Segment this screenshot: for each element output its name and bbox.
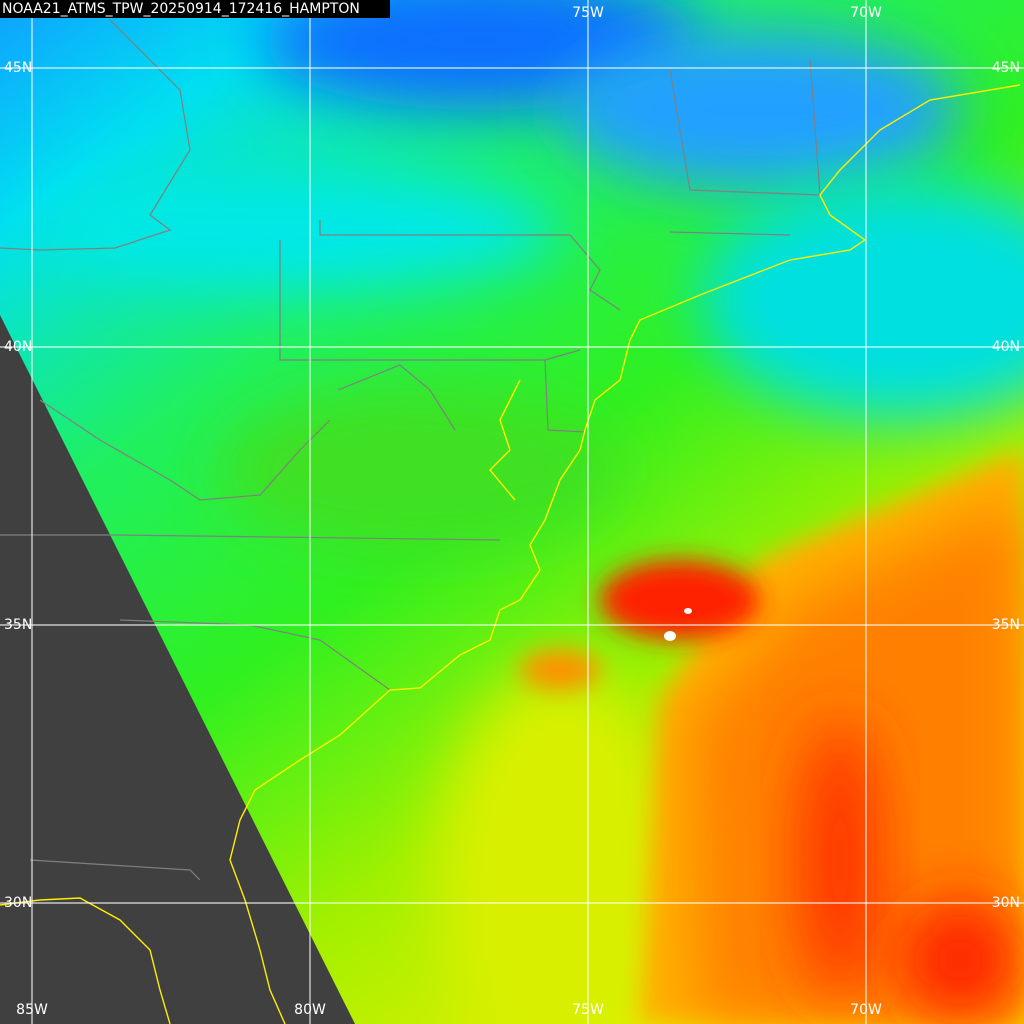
image-title: NOAA21_ATMS_TPW_20250914_172416_HAMPTON — [2, 1, 360, 17]
lon-label: 70W — [850, 5, 882, 21]
no-data-swath — [0, 315, 355, 1024]
lon-label: 70W — [850, 1002, 882, 1018]
lat-label: 35N — [4, 617, 32, 633]
lat-label: 35N — [992, 617, 1020, 633]
lon-label: 75W — [572, 1002, 604, 1018]
lat-label: 40N — [992, 339, 1020, 355]
title-background — [0, 0, 390, 18]
lon-label: 75W — [572, 5, 604, 21]
lat-label: 45N — [4, 60, 32, 76]
lat-label: 30N — [992, 895, 1020, 911]
lon-label: 85W — [16, 1002, 48, 1018]
lat-label: 40N — [4, 339, 32, 355]
state-borders — [0, 19, 821, 881]
lat-label: 45N — [992, 60, 1020, 76]
lat-label: 30N — [4, 895, 32, 911]
coastline — [0, 84, 1021, 1024]
grid-labels: 75W 70W 45N 40N 35N 30N 45N 40N 35N 30N … — [4, 5, 1020, 1018]
lon-label: 80W — [294, 1002, 326, 1018]
